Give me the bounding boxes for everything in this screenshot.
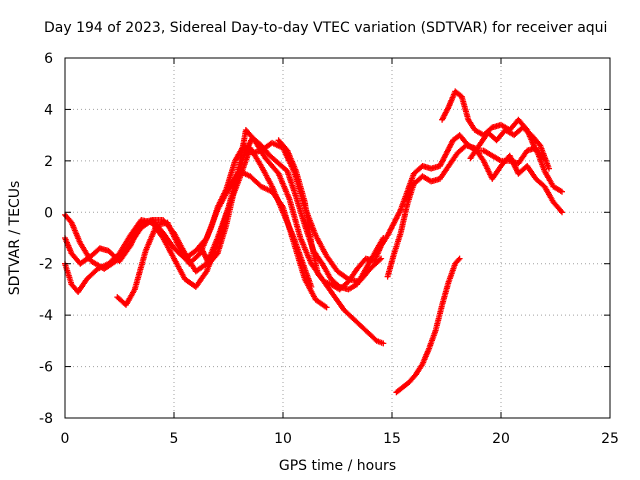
y-tick-label: 0 xyxy=(44,205,53,221)
y-tick-label: -8 xyxy=(39,411,53,427)
marker-path xyxy=(393,255,463,396)
y-tick-label: -4 xyxy=(39,308,53,324)
y-tick-label: 6 xyxy=(44,51,53,67)
plot-frame xyxy=(64,57,611,419)
x-tick-label: 10 xyxy=(274,431,292,447)
y-tick-label: 2 xyxy=(44,154,53,170)
marker-path xyxy=(62,145,315,295)
x-tick-label: 0 xyxy=(61,431,70,447)
marker-path xyxy=(467,124,552,172)
marker-path xyxy=(384,142,565,280)
data-points xyxy=(62,88,565,396)
series-track-7 xyxy=(384,142,565,280)
chart-title: Day 194 of 2023, Sidereal Day-to-day VTE… xyxy=(44,20,607,36)
x-tick-label: 25 xyxy=(601,431,619,447)
x-axis-ticks: 0 5 10 15 20 25 xyxy=(61,58,619,447)
x-tick-label: 20 xyxy=(492,431,510,447)
x-tick-label: 5 xyxy=(170,431,179,447)
x-axis-label: GPS time / hours xyxy=(279,458,396,474)
marker-path xyxy=(275,132,565,293)
y-axis-ticks: -8 -6 -4 -2 0 2 4 6 xyxy=(39,51,610,427)
y-axis-label: SDTVAR / TECUs xyxy=(7,181,23,296)
x-tick-label: 15 xyxy=(383,431,401,447)
series-track-10 xyxy=(467,124,552,172)
y-tick-label: -6 xyxy=(39,360,53,376)
series-track-6 xyxy=(275,132,565,293)
y-tick-label: -2 xyxy=(39,257,53,273)
grid-lines xyxy=(65,58,610,418)
y-tick-label: 4 xyxy=(44,102,53,118)
series-track-3 xyxy=(62,145,315,295)
series-track-9 xyxy=(393,255,463,396)
